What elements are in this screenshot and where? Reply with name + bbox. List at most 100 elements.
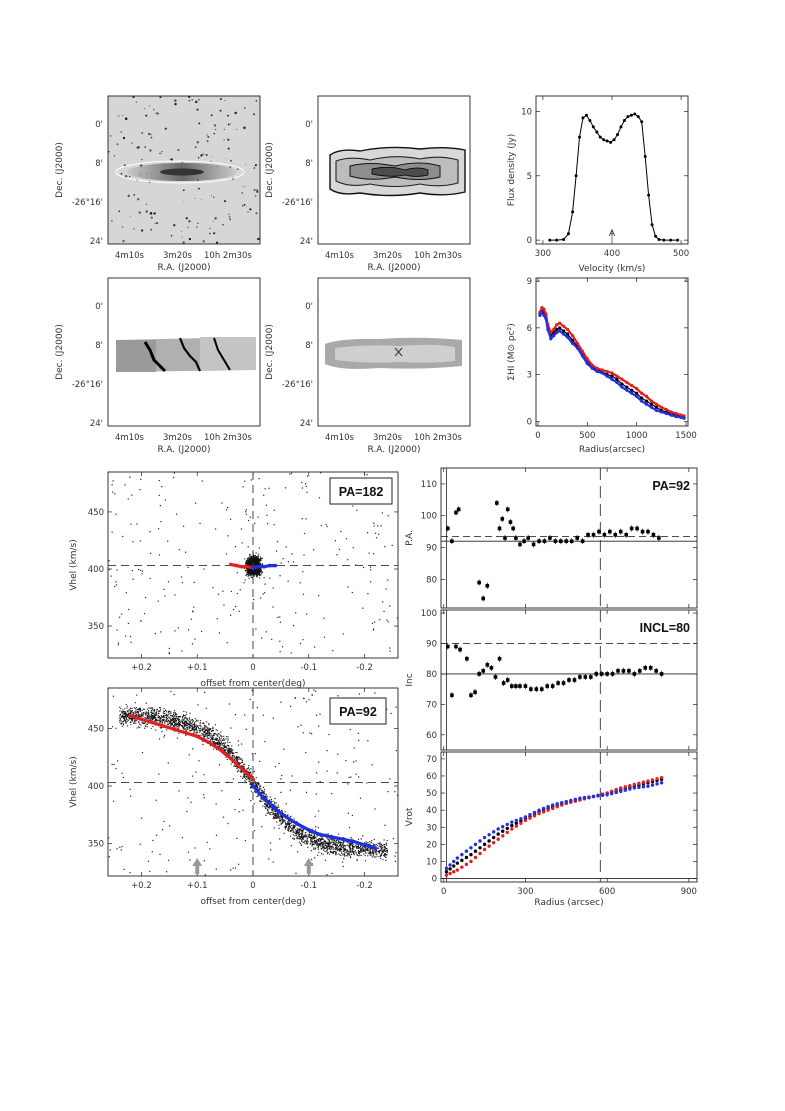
emission-point	[245, 782, 248, 784]
emission-point	[378, 845, 380, 847]
emission-point	[151, 711, 153, 713]
emission-point	[224, 742, 226, 744]
noise-point	[391, 544, 393, 547]
emission-point	[210, 739, 212, 741]
emission-point	[254, 784, 257, 787]
emission-point	[173, 712, 175, 714]
emission-point	[249, 772, 251, 774]
emission-point	[209, 732, 211, 734]
emission-point	[247, 561, 249, 563]
noise-point	[320, 472, 322, 474]
emission-point	[360, 849, 362, 851]
star	[214, 217, 217, 220]
star	[159, 152, 161, 155]
emission-point	[386, 851, 388, 853]
noise-point	[254, 522, 256, 524]
emission-point	[268, 812, 270, 814]
emission-point	[269, 813, 271, 815]
noise-point	[347, 559, 349, 561]
noise-point	[373, 838, 375, 841]
emission-point	[191, 729, 193, 731]
emission-point	[348, 845, 350, 847]
emission-point	[136, 719, 138, 721]
emission-point	[263, 792, 265, 794]
emission-point	[381, 850, 383, 852]
noise-point	[375, 537, 378, 539]
noise-point	[266, 514, 268, 516]
noise-point	[279, 616, 281, 618]
emission-point	[254, 571, 256, 573]
noise-point	[157, 600, 159, 602]
sigma-point	[635, 391, 639, 395]
sigma-point	[565, 332, 570, 336]
emission-point	[311, 837, 313, 839]
emission-point	[144, 722, 146, 724]
emission-point	[279, 817, 281, 819]
spectrum-point	[562, 237, 566, 241]
emission-point	[247, 571, 249, 573]
emission-point	[122, 712, 124, 714]
emission-point	[312, 836, 314, 839]
emission-point	[181, 719, 183, 721]
emission-point	[229, 748, 231, 750]
emission-point	[344, 848, 346, 850]
emission-point	[136, 727, 138, 729]
emission-point	[266, 803, 268, 805]
noise-point	[178, 790, 180, 792]
emission-point	[120, 708, 122, 710]
noise-point	[108, 837, 110, 839]
emission-point	[332, 838, 334, 840]
noise-point	[174, 630, 176, 632]
emission-point	[372, 850, 374, 852]
emission-point	[255, 557, 257, 559]
noise-point	[325, 523, 327, 526]
emission-point	[340, 848, 342, 850]
noise-point	[395, 851, 397, 854]
emission-point	[369, 853, 371, 855]
emission-point	[344, 855, 346, 857]
noise-point	[132, 578, 134, 580]
emission-point	[351, 849, 353, 851]
emission-point	[122, 709, 124, 711]
emission-point	[164, 716, 166, 718]
emission-point	[254, 554, 256, 557]
emission-point	[326, 851, 328, 853]
emission-point	[335, 839, 337, 842]
star	[121, 226, 124, 228]
sigma-point	[635, 387, 639, 391]
emission-point	[318, 839, 320, 841]
emission-point	[379, 844, 381, 846]
emission-point	[321, 836, 323, 838]
emission-point	[278, 824, 280, 826]
emission-point	[244, 558, 246, 560]
emission-point	[129, 712, 131, 715]
emission-point	[223, 743, 225, 745]
emission-point	[220, 741, 222, 743]
noise-point	[273, 509, 275, 511]
emission-point	[308, 831, 310, 834]
emission-point	[349, 855, 352, 857]
spectrum-point	[591, 125, 595, 129]
emission-point	[280, 820, 282, 822]
noise-point	[389, 778, 391, 780]
x-tick-label: 400	[604, 249, 620, 259]
star	[236, 128, 238, 131]
noise-point	[325, 833, 327, 835]
emission-point	[231, 752, 233, 754]
noise-point	[371, 622, 374, 624]
emission-point	[125, 711, 127, 714]
star	[149, 212, 153, 215]
noise-point	[187, 566, 189, 568]
emission-point	[170, 719, 172, 721]
emission-point	[248, 561, 250, 563]
emission-point	[280, 815, 282, 817]
emission-point	[242, 761, 244, 763]
emission-point	[363, 853, 365, 855]
emission-point	[292, 827, 294, 829]
emission-point	[244, 775, 246, 777]
emission-point	[170, 720, 172, 722]
emission-point	[276, 821, 278, 823]
sigma-ylabel: ΣHI (M⊙ pc²)	[507, 323, 517, 380]
emission-point	[257, 794, 260, 796]
emission-point	[254, 562, 256, 564]
